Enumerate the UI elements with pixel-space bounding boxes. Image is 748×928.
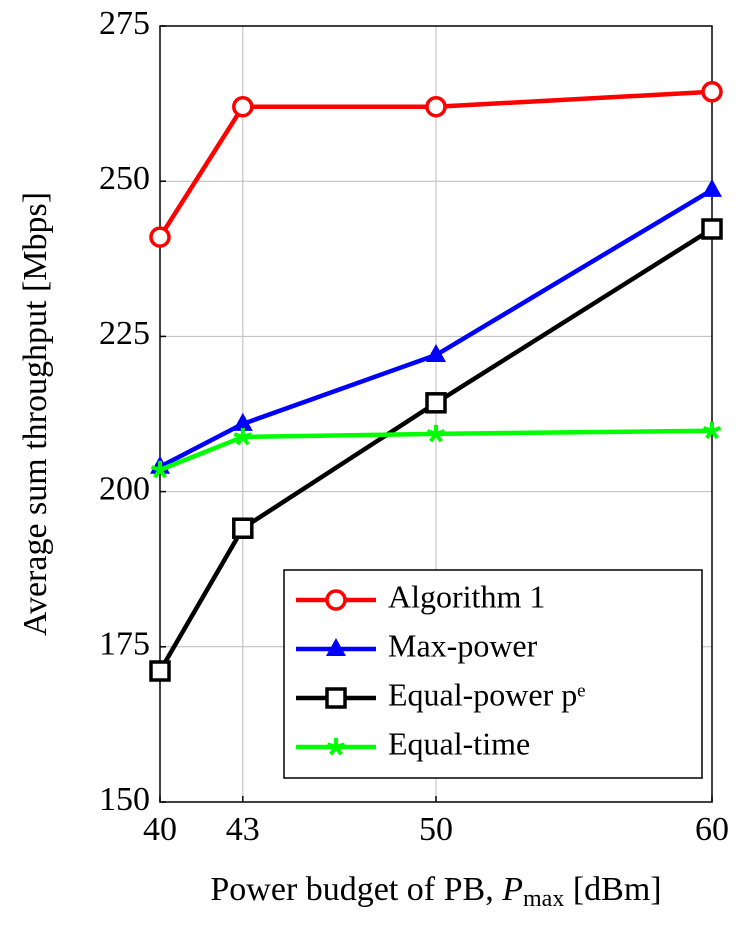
y-tick-label: 175 bbox=[99, 626, 150, 663]
marker bbox=[425, 95, 447, 118]
x-label-part: Power budget of PB, bbox=[210, 871, 502, 908]
x-label-part: max bbox=[523, 886, 564, 912]
marker bbox=[232, 517, 254, 539]
marker bbox=[701, 218, 723, 240]
legend-marker bbox=[326, 638, 346, 656]
legend-marker bbox=[325, 589, 347, 611]
x-label-part: P bbox=[501, 871, 523, 908]
y-tick-label: 225 bbox=[99, 315, 150, 352]
legend: Algorithm 1 Max-power Equal-power pᵉ Equal-… bbox=[283, 569, 703, 779]
x-tick-label: 50 bbox=[419, 811, 453, 848]
series-line bbox=[158, 227, 714, 673]
marker bbox=[232, 95, 254, 118]
legend-label: Max-power bbox=[388, 627, 538, 663]
marker bbox=[149, 660, 171, 682]
legend-label: Equal-power pᵉ bbox=[388, 676, 585, 712]
series-line bbox=[158, 89, 713, 239]
x-tick-label: 40 bbox=[143, 811, 177, 848]
marker bbox=[426, 424, 446, 443]
marker bbox=[702, 178, 722, 197]
marker bbox=[149, 226, 171, 248]
marker bbox=[232, 412, 253, 431]
legend-label: Equal-time bbox=[388, 725, 530, 761]
y-tick-label: 250 bbox=[99, 160, 150, 197]
marker bbox=[426, 344, 446, 363]
x-label-part: [dBm] bbox=[564, 871, 661, 908]
series-line bbox=[158, 187, 714, 469]
marker bbox=[702, 421, 722, 440]
x-axis-label: Power budget of PB, Pmax [dBm] bbox=[210, 871, 661, 912]
legend-marker bbox=[326, 738, 346, 756]
y-tick-label: 200 bbox=[99, 470, 150, 507]
marker bbox=[425, 392, 447, 414]
y-tick-label: 150 bbox=[99, 781, 150, 818]
x-tick-label: 43 bbox=[226, 811, 260, 848]
plot-frame bbox=[159, 25, 713, 803]
series-line bbox=[159, 428, 713, 472]
legend-box bbox=[283, 569, 703, 779]
y-tick-label: 275 bbox=[99, 5, 150, 42]
marker bbox=[233, 427, 252, 446]
marker bbox=[150, 460, 170, 479]
legend-marker bbox=[325, 687, 347, 709]
x-tick-label: 60 bbox=[695, 811, 729, 848]
marker bbox=[701, 81, 723, 103]
y-axis-label: Average sum throughput [Mbps] bbox=[17, 192, 54, 636]
legend-label: Algorithm 1 bbox=[388, 578, 545, 614]
